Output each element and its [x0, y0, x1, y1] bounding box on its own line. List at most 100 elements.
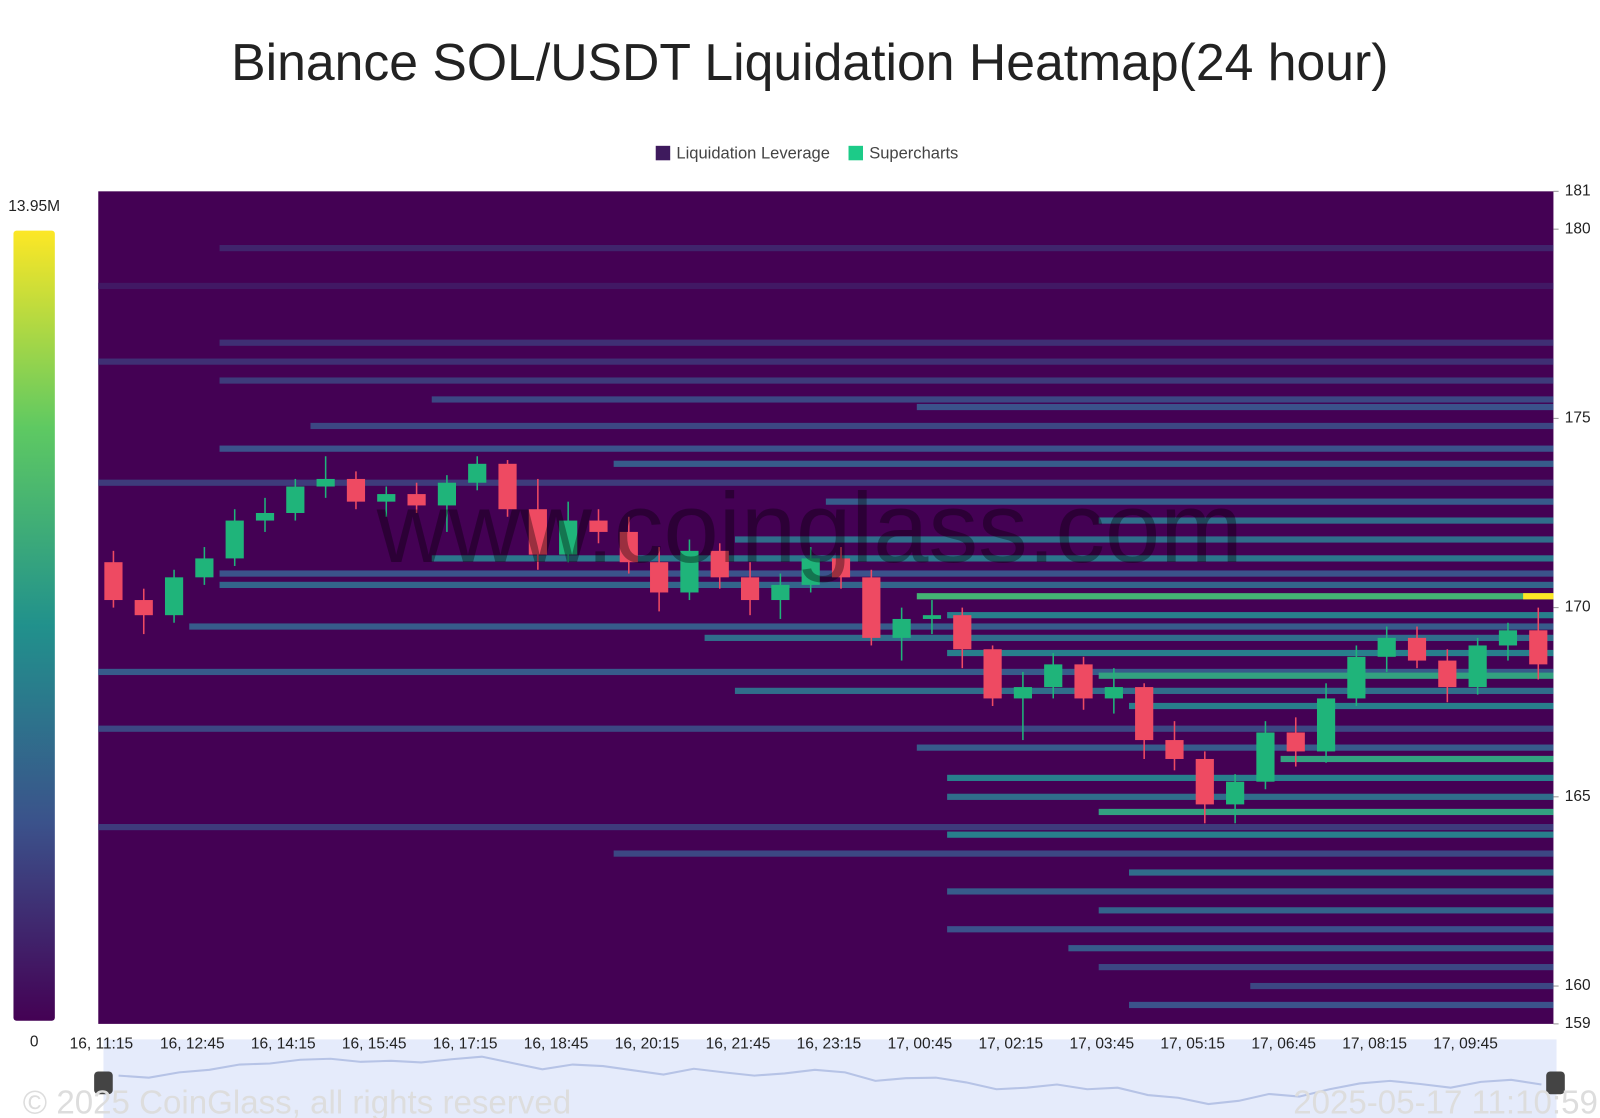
legend-label: Liquidation Leverage [676, 143, 830, 162]
x-tick-label: 16, 11:15 [70, 1036, 134, 1053]
navigator-line [118, 1055, 1542, 1106]
candle-body [1104, 687, 1123, 699]
candle-body [771, 584, 790, 601]
x-tick-label: 16, 14:15 [251, 1036, 316, 1053]
candle-body [498, 463, 517, 510]
candle-body [1165, 740, 1184, 759]
heat-band [219, 581, 1554, 589]
navigator-handle[interactable] [94, 1071, 113, 1095]
candle-body [407, 494, 426, 506]
heat-band [916, 744, 1554, 751]
candle-body [710, 550, 729, 578]
candle-body [286, 486, 305, 514]
heat-band [734, 536, 1554, 543]
heat-band [947, 888, 1554, 895]
candle-body [1074, 664, 1093, 699]
x-tick-label: 17, 06:45 [1251, 1036, 1316, 1053]
legend-swatch [848, 145, 864, 161]
heat-band [1280, 755, 1554, 763]
heat-band [310, 422, 1554, 430]
candle-body [1195, 758, 1214, 805]
y-tick-label: 180 [1565, 220, 1591, 237]
candle-body [953, 615, 972, 650]
candle-body [1226, 781, 1245, 805]
candle-body [195, 558, 214, 578]
x-tick-label: 16, 15:45 [342, 1036, 407, 1053]
candle-body [134, 600, 153, 616]
candle-body [255, 513, 275, 521]
heat-band [98, 668, 1554, 676]
heatmap-background [98, 191, 1554, 1024]
timestamp: 2025-05-17 11:10:59 [1293, 1084, 1598, 1118]
heat-band [1129, 1001, 1554, 1009]
candle-body [437, 482, 457, 506]
heat-band [1129, 869, 1554, 876]
x-tick-label: 17, 05:15 [1160, 1036, 1225, 1053]
candle-body [377, 494, 396, 502]
heat-band [613, 460, 1554, 467]
candle-body [468, 463, 487, 483]
heat-band [1523, 593, 1554, 600]
heat-band [947, 774, 1554, 782]
heat-band [947, 831, 1554, 838]
x-tick-label: 16, 21:45 [706, 1036, 771, 1053]
y-tick-label: 160 [1565, 977, 1591, 994]
candle-body [892, 618, 911, 638]
candle-body [1407, 637, 1427, 661]
candle-body [831, 558, 851, 578]
candle-body [528, 509, 547, 555]
candle-body [650, 562, 669, 593]
candle-body [862, 577, 881, 638]
heat-band [219, 339, 1554, 346]
heat-band [1129, 702, 1554, 710]
candle-body [801, 558, 820, 585]
heat-band [219, 244, 1554, 252]
candle-body [316, 478, 335, 487]
y-tick-label: 159 [1565, 1015, 1591, 1032]
x-tick-label: 16, 17:15 [433, 1036, 498, 1053]
candle-body [225, 520, 244, 559]
colorbar-label: 0 [30, 1034, 39, 1051]
candle-body [1529, 630, 1548, 665]
colorbar [13, 230, 55, 1021]
heat-band [98, 823, 1554, 831]
candle-body [983, 649, 1002, 699]
y-tick-label: 170 [1565, 599, 1591, 616]
candle-body [346, 478, 366, 502]
candle-body [922, 615, 942, 619]
heat-band [1098, 517, 1554, 524]
heat-band [98, 479, 1554, 486]
candle-body [740, 577, 760, 601]
candle-body [164, 577, 184, 616]
x-tick-label: 16, 18:45 [524, 1036, 589, 1053]
candle-body [1377, 637, 1396, 657]
candle-body [589, 520, 608, 532]
candle-body [680, 550, 699, 593]
x-tick-label: 17, 08:15 [1342, 1036, 1407, 1053]
heat-band [947, 926, 1554, 933]
heat-band [1098, 672, 1554, 679]
heat-band [98, 282, 1554, 290]
heat-band [219, 445, 1554, 452]
heat-band [1098, 907, 1554, 914]
candle-body [104, 562, 123, 601]
heat-band [613, 850, 1554, 857]
heat-band [219, 570, 1554, 577]
x-tick-label: 17, 09:45 [1433, 1036, 1498, 1053]
candle-body [1468, 645, 1487, 688]
heat-band [947, 649, 1554, 657]
candle-body [1347, 656, 1366, 699]
heat-band [1068, 945, 1554, 952]
y-tick-label: 165 [1565, 788, 1591, 805]
navigator[interactable] [103, 1039, 1557, 1118]
watermark: www.coinglass.com [376, 473, 1243, 584]
x-tick-label: 16, 12:45 [160, 1036, 225, 1053]
legend-swatch [655, 145, 671, 161]
heat-band [431, 555, 1554, 562]
navigator-handle[interactable] [1546, 1071, 1565, 1095]
x-tick-label: 16, 20:15 [615, 1036, 680, 1053]
heat-band [704, 634, 1554, 641]
heat-band [431, 396, 1554, 403]
candle-body [1256, 732, 1275, 782]
x-tick-label: 17, 00:45 [888, 1036, 953, 1053]
